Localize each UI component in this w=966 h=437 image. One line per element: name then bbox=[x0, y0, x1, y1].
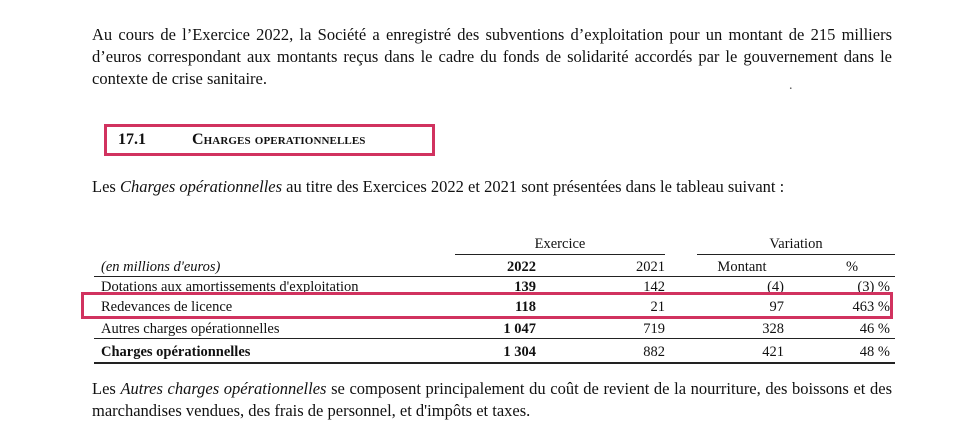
table-intro-paragraph: Les Charges opérationnelles au titre des… bbox=[92, 176, 892, 198]
italic-term: Autres charges opérationnelles bbox=[120, 379, 327, 398]
total-2022: 1 304 bbox=[503, 344, 536, 360]
cell-2021: 21 bbox=[650, 299, 666, 315]
row-label: Dotations aux amortissements d'exploitat… bbox=[101, 279, 359, 295]
group-header-exercice: Exercice bbox=[534, 236, 586, 252]
bottom-rule bbox=[94, 362, 895, 364]
total-rule bbox=[94, 338, 895, 339]
col-header-2022: 2022 bbox=[507, 259, 536, 275]
cell-montant: (4) bbox=[767, 279, 784, 295]
cell-montant: 328 bbox=[762, 321, 784, 337]
cell-pct: 463 % bbox=[852, 299, 890, 315]
section-number: 17.1 bbox=[118, 131, 146, 148]
cell-montant: 97 bbox=[769, 299, 785, 315]
text-run: Les bbox=[92, 379, 121, 398]
text-run: au titre des Exercices 2022 et 2021 sont… bbox=[282, 177, 785, 196]
group-rule-variation bbox=[697, 254, 895, 255]
stray-mark: . bbox=[789, 78, 793, 93]
total-2021: 882 bbox=[643, 344, 665, 360]
row-highlight-box bbox=[81, 292, 893, 319]
text-run: se composent principalement du coût de r… bbox=[92, 379, 892, 420]
row-label: Redevances de licence bbox=[101, 299, 233, 315]
row-label: Autres charges opérationnelles bbox=[101, 321, 280, 337]
section-title: Charges operationnelles bbox=[192, 131, 366, 148]
text-run: Les bbox=[92, 177, 120, 196]
section-highlight-box bbox=[104, 124, 435, 156]
intro-paragraph: Au cours de l’Exercice 2022, la Société … bbox=[92, 25, 892, 88]
total-row-label: Charges opérationnelles bbox=[101, 344, 251, 360]
cell-2022: 139 bbox=[514, 279, 536, 295]
total-pct: 48 % bbox=[859, 344, 890, 360]
col-header-2021: 2021 bbox=[636, 259, 665, 275]
cell-pct: (3) % bbox=[857, 279, 890, 295]
group-rule-exercice bbox=[455, 254, 665, 255]
cell-2022: 1 047 bbox=[503, 321, 536, 337]
group-header-variation: Variation bbox=[769, 236, 823, 252]
header-rule bbox=[94, 276, 895, 277]
total-montant: 421 bbox=[762, 344, 784, 360]
cell-2021: 142 bbox=[643, 279, 665, 295]
cell-2022: 118 bbox=[515, 299, 536, 315]
closing-paragraph: Les Autres charges opérationnelles se co… bbox=[92, 378, 892, 422]
cell-2021: 719 bbox=[643, 321, 665, 337]
col-header-pct: % bbox=[845, 259, 859, 275]
italic-term: Charges opérationnelles bbox=[119, 177, 283, 196]
cell-pct: 46 % bbox=[859, 321, 890, 337]
unit-label: (en millions d'euros) bbox=[101, 259, 221, 275]
col-header-montant: Montant bbox=[717, 259, 767, 275]
